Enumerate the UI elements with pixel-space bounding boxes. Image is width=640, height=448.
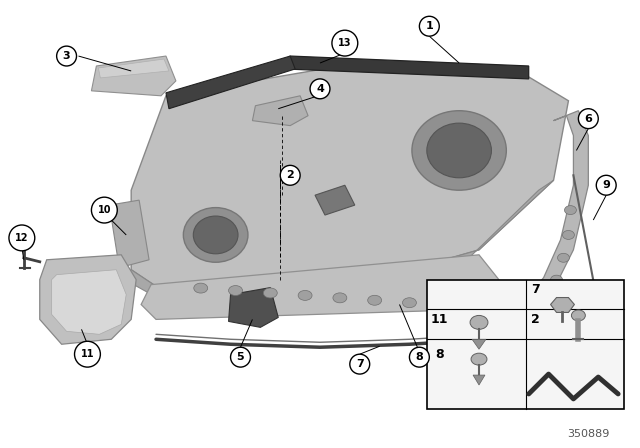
Text: 6: 6: [584, 114, 592, 124]
Polygon shape: [109, 200, 149, 268]
Ellipse shape: [564, 206, 577, 215]
Text: 13: 13: [338, 38, 351, 48]
Text: 5: 5: [237, 352, 244, 362]
Text: 2: 2: [531, 313, 540, 326]
Polygon shape: [166, 56, 295, 109]
Text: 7: 7: [531, 283, 540, 296]
Ellipse shape: [412, 111, 506, 190]
Ellipse shape: [511, 315, 523, 324]
Ellipse shape: [193, 216, 238, 254]
Circle shape: [332, 30, 358, 56]
Text: 2: 2: [286, 170, 294, 180]
Text: 11: 11: [431, 313, 448, 326]
Text: 7: 7: [356, 359, 364, 369]
Text: 1: 1: [426, 21, 433, 31]
Ellipse shape: [471, 353, 487, 365]
Ellipse shape: [523, 307, 534, 316]
Ellipse shape: [557, 253, 570, 262]
Ellipse shape: [500, 320, 512, 329]
Circle shape: [280, 165, 300, 185]
Circle shape: [419, 16, 439, 36]
Polygon shape: [550, 297, 575, 312]
Ellipse shape: [437, 300, 451, 310]
Circle shape: [579, 109, 598, 129]
Ellipse shape: [572, 310, 586, 321]
Circle shape: [74, 341, 100, 367]
Text: 11: 11: [81, 349, 94, 359]
Ellipse shape: [183, 207, 248, 262]
Ellipse shape: [563, 230, 575, 239]
Circle shape: [596, 175, 616, 195]
Polygon shape: [40, 255, 136, 344]
Ellipse shape: [427, 123, 492, 178]
Polygon shape: [473, 375, 485, 385]
Circle shape: [350, 354, 370, 374]
Polygon shape: [121, 180, 554, 306]
Polygon shape: [499, 111, 588, 329]
Text: 9: 9: [602, 180, 610, 190]
Ellipse shape: [536, 297, 548, 306]
Polygon shape: [141, 255, 499, 319]
Polygon shape: [131, 61, 568, 300]
Ellipse shape: [228, 285, 243, 296]
Text: 8: 8: [435, 348, 444, 361]
Ellipse shape: [550, 275, 563, 284]
Circle shape: [9, 225, 35, 251]
Circle shape: [57, 46, 77, 66]
Ellipse shape: [403, 298, 417, 308]
Text: 350889: 350889: [567, 429, 609, 439]
Text: 12: 12: [15, 233, 29, 243]
Polygon shape: [252, 96, 308, 125]
Polygon shape: [99, 59, 169, 78]
Polygon shape: [285, 56, 529, 79]
Ellipse shape: [470, 315, 488, 329]
Ellipse shape: [194, 283, 208, 293]
Polygon shape: [315, 185, 355, 215]
Text: 10: 10: [97, 205, 111, 215]
Circle shape: [92, 197, 117, 223]
Ellipse shape: [333, 293, 347, 303]
Text: 4: 4: [316, 84, 324, 94]
Circle shape: [310, 79, 330, 99]
Polygon shape: [92, 56, 176, 96]
FancyBboxPatch shape: [428, 280, 624, 409]
Polygon shape: [228, 288, 278, 327]
Ellipse shape: [368, 295, 381, 305]
Text: 3: 3: [63, 51, 70, 61]
Circle shape: [230, 347, 250, 367]
Ellipse shape: [263, 288, 277, 298]
Ellipse shape: [298, 290, 312, 300]
Circle shape: [410, 347, 429, 367]
Polygon shape: [472, 339, 486, 349]
Polygon shape: [52, 270, 126, 334]
Text: 8: 8: [415, 352, 423, 362]
